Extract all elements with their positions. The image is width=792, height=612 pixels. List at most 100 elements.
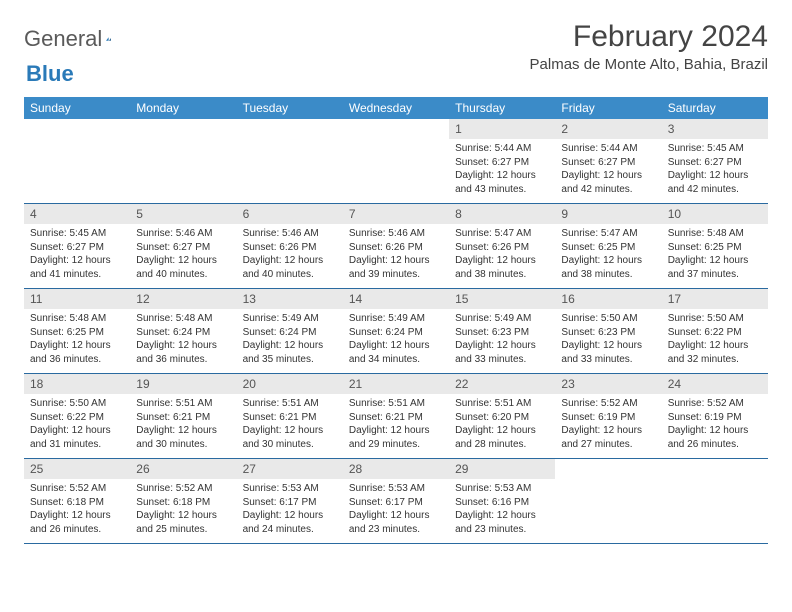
day-info: Sunrise: 5:45 AMSunset: 6:27 PMDaylight:… — [24, 224, 130, 285]
sunrise-text: Sunrise: 5:50 AM — [668, 312, 762, 326]
sunrise-text: Sunrise: 5:52 AM — [30, 482, 124, 496]
day-info: Sunrise: 5:51 AMSunset: 6:20 PMDaylight:… — [449, 394, 555, 455]
day-header: Saturday — [662, 97, 768, 119]
day-number: 20 — [237, 374, 343, 394]
sunrise-text: Sunrise: 5:49 AM — [243, 312, 337, 326]
day-info: Sunrise: 5:48 AMSunset: 6:25 PMDaylight:… — [662, 224, 768, 285]
daylight-text: Daylight: 12 hours — [561, 424, 655, 438]
sunrise-text: Sunrise: 5:52 AM — [668, 397, 762, 411]
day-info: Sunrise: 5:49 AMSunset: 6:24 PMDaylight:… — [237, 309, 343, 370]
day-info: Sunrise: 5:45 AMSunset: 6:27 PMDaylight:… — [662, 139, 768, 200]
daylight-text2: and 38 minutes. — [561, 268, 655, 282]
sunset-text: Sunset: 6:21 PM — [349, 411, 443, 425]
sunrise-text: Sunrise: 5:46 AM — [136, 227, 230, 241]
daylight-text2: and 32 minutes. — [668, 353, 762, 367]
day-number: 12 — [130, 289, 236, 309]
sunset-text: Sunset: 6:16 PM — [455, 496, 549, 510]
day-info: Sunrise: 5:51 AMSunset: 6:21 PMDaylight:… — [343, 394, 449, 455]
logo-sail-icon — [106, 30, 111, 48]
sunrise-text: Sunrise: 5:51 AM — [243, 397, 337, 411]
day-cell: 14Sunrise: 5:49 AMSunset: 6:24 PMDayligh… — [343, 289, 449, 373]
day-cell: 24Sunrise: 5:52 AMSunset: 6:19 PMDayligh… — [662, 374, 768, 458]
daylight-text: Daylight: 12 hours — [561, 339, 655, 353]
day-info: Sunrise: 5:48 AMSunset: 6:24 PMDaylight:… — [130, 309, 236, 370]
sunset-text: Sunset: 6:24 PM — [243, 326, 337, 340]
sunset-text: Sunset: 6:20 PM — [455, 411, 549, 425]
day-cell — [130, 119, 236, 203]
sunset-text: Sunset: 6:25 PM — [30, 326, 124, 340]
daylight-text2: and 41 minutes. — [30, 268, 124, 282]
day-cell: 16Sunrise: 5:50 AMSunset: 6:23 PMDayligh… — [555, 289, 661, 373]
daylight-text: Daylight: 12 hours — [30, 254, 124, 268]
day-cell: 6Sunrise: 5:46 AMSunset: 6:26 PMDaylight… — [237, 204, 343, 288]
daylight-text: Daylight: 12 hours — [561, 169, 655, 183]
day-cell: 26Sunrise: 5:52 AMSunset: 6:18 PMDayligh… — [130, 459, 236, 543]
day-info: Sunrise: 5:52 AMSunset: 6:18 PMDaylight:… — [24, 479, 130, 540]
sunrise-text: Sunrise: 5:47 AM — [455, 227, 549, 241]
daylight-text: Daylight: 12 hours — [455, 339, 549, 353]
daylight-text: Daylight: 12 hours — [668, 169, 762, 183]
location-text: Palmas de Monte Alto, Bahia, Brazil — [530, 56, 768, 73]
day-cell: 28Sunrise: 5:53 AMSunset: 6:17 PMDayligh… — [343, 459, 449, 543]
sunrise-text: Sunrise: 5:50 AM — [30, 397, 124, 411]
sunset-text: Sunset: 6:25 PM — [561, 241, 655, 255]
day-cell: 21Sunrise: 5:51 AMSunset: 6:21 PMDayligh… — [343, 374, 449, 458]
sunset-text: Sunset: 6:24 PM — [136, 326, 230, 340]
sunrise-text: Sunrise: 5:44 AM — [455, 142, 549, 156]
daylight-text2: and 30 minutes. — [136, 438, 230, 452]
day-info: Sunrise: 5:44 AMSunset: 6:27 PMDaylight:… — [449, 139, 555, 200]
day-number: 7 — [343, 204, 449, 224]
sunset-text: Sunset: 6:27 PM — [561, 156, 655, 170]
day-number: 4 — [24, 204, 130, 224]
daylight-text: Daylight: 12 hours — [136, 339, 230, 353]
sunrise-text: Sunrise: 5:48 AM — [30, 312, 124, 326]
sunrise-text: Sunrise: 5:51 AM — [455, 397, 549, 411]
daylight-text: Daylight: 12 hours — [349, 339, 443, 353]
sunset-text: Sunset: 6:26 PM — [243, 241, 337, 255]
day-cell: 8Sunrise: 5:47 AMSunset: 6:26 PMDaylight… — [449, 204, 555, 288]
day-cell: 3Sunrise: 5:45 AMSunset: 6:27 PMDaylight… — [662, 119, 768, 203]
sunrise-text: Sunrise: 5:50 AM — [561, 312, 655, 326]
day-cell: 25Sunrise: 5:52 AMSunset: 6:18 PMDayligh… — [24, 459, 130, 543]
day-cell: 13Sunrise: 5:49 AMSunset: 6:24 PMDayligh… — [237, 289, 343, 373]
day-cell: 29Sunrise: 5:53 AMSunset: 6:16 PMDayligh… — [449, 459, 555, 543]
month-title: February 2024 — [530, 20, 768, 54]
logo-word2: Blue — [26, 61, 74, 87]
sunrise-text: Sunrise: 5:51 AM — [136, 397, 230, 411]
daylight-text: Daylight: 12 hours — [455, 509, 549, 523]
day-number: 2 — [555, 119, 661, 139]
day-info: Sunrise: 5:46 AMSunset: 6:26 PMDaylight:… — [343, 224, 449, 285]
logo-word1: General — [24, 26, 102, 52]
sunset-text: Sunset: 6:26 PM — [455, 241, 549, 255]
sunrise-text: Sunrise: 5:53 AM — [243, 482, 337, 496]
daylight-text2: and 34 minutes. — [349, 353, 443, 367]
day-info: Sunrise: 5:47 AMSunset: 6:26 PMDaylight:… — [449, 224, 555, 285]
day-cell: 1Sunrise: 5:44 AMSunset: 6:27 PMDaylight… — [449, 119, 555, 203]
sunset-text: Sunset: 6:17 PM — [349, 496, 443, 510]
daylight-text2: and 39 minutes. — [349, 268, 443, 282]
day-info: Sunrise: 5:49 AMSunset: 6:24 PMDaylight:… — [343, 309, 449, 370]
daylight-text: Daylight: 12 hours — [668, 254, 762, 268]
sunrise-text: Sunrise: 5:53 AM — [349, 482, 443, 496]
day-cell: 4Sunrise: 5:45 AMSunset: 6:27 PMDaylight… — [24, 204, 130, 288]
day-info: Sunrise: 5:47 AMSunset: 6:25 PMDaylight:… — [555, 224, 661, 285]
title-block: February 2024 Palmas de Monte Alto, Bahi… — [530, 20, 768, 73]
day-info: Sunrise: 5:46 AMSunset: 6:27 PMDaylight:… — [130, 224, 236, 285]
daylight-text2: and 27 minutes. — [561, 438, 655, 452]
daylight-text2: and 36 minutes. — [136, 353, 230, 367]
sunrise-text: Sunrise: 5:46 AM — [349, 227, 443, 241]
daylight-text: Daylight: 12 hours — [243, 254, 337, 268]
daylight-text: Daylight: 12 hours — [30, 424, 124, 438]
daylight-text: Daylight: 12 hours — [668, 424, 762, 438]
day-cell: 20Sunrise: 5:51 AMSunset: 6:21 PMDayligh… — [237, 374, 343, 458]
sunset-text: Sunset: 6:18 PM — [30, 496, 124, 510]
sunset-text: Sunset: 6:21 PM — [243, 411, 337, 425]
day-number: 3 — [662, 119, 768, 139]
day-number: 5 — [130, 204, 236, 224]
daylight-text: Daylight: 12 hours — [136, 254, 230, 268]
day-info: Sunrise: 5:50 AMSunset: 6:22 PMDaylight:… — [662, 309, 768, 370]
daylight-text2: and 33 minutes. — [561, 353, 655, 367]
daylight-text: Daylight: 12 hours — [30, 509, 124, 523]
day-cell: 5Sunrise: 5:46 AMSunset: 6:27 PMDaylight… — [130, 204, 236, 288]
day-number: 28 — [343, 459, 449, 479]
